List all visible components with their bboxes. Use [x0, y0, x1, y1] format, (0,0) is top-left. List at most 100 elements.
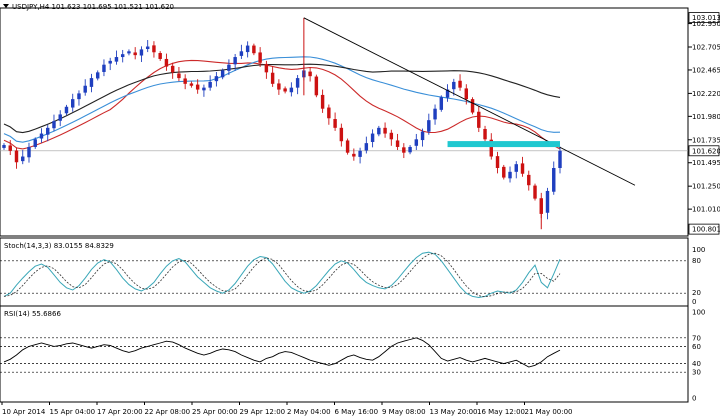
candle-body [8, 145, 12, 151]
candle-body [283, 88, 287, 92]
candle-body [127, 51, 131, 54]
candle-body [58, 114, 62, 121]
candle-body [433, 108, 437, 120]
stoch-axis-label: 0 [692, 298, 696, 306]
price-label: 101.620 [692, 147, 720, 155]
price-label: 102.465 [692, 66, 720, 74]
time-label: 6 May 16:00 [335, 408, 379, 416]
price-marker-box [688, 223, 720, 235]
candle-body [483, 128, 487, 140]
candle-body [145, 46, 150, 50]
candle-body [364, 143, 369, 151]
stoch-d-line [3, 252, 561, 298]
candle-body [214, 76, 219, 82]
moving-averages [3, 56, 561, 150]
candle-body [170, 65, 175, 73]
candle-body [339, 127, 344, 142]
stoch-axis-label: 80 [692, 257, 701, 265]
candle-body [264, 63, 269, 73]
candle-body [527, 174, 531, 186]
candle-body [377, 127, 381, 135]
price-label: 100.801 [692, 226, 720, 234]
price-label: 102.220 [692, 90, 720, 98]
candle-body [352, 153, 356, 157]
symbol-header: USDJPY,H4 101.623 101.695 101.521 101.62… [3, 3, 174, 11]
candle-body [95, 72, 100, 79]
candle-body [320, 94, 325, 109]
candle-body [152, 45, 156, 53]
drawing-objects [303, 17, 636, 186]
price-label: 102.950 [692, 20, 720, 28]
candle-body [545, 190, 550, 213]
rsi-axis-label: 70 [692, 334, 701, 342]
stoch-axis-label: 20 [692, 289, 701, 297]
moving-average-line [3, 56, 561, 143]
candle-body [208, 81, 212, 88]
candle-body [508, 171, 512, 179]
candle-body [27, 146, 31, 158]
candle-body [114, 57, 119, 62]
main-panel [0, 7, 689, 237]
candle-body [195, 84, 200, 90]
time-label: 17 Apr 20:00 [97, 408, 143, 416]
rsi-axis-label: 40 [692, 360, 701, 368]
candle-body [270, 72, 275, 84]
candle-body [277, 83, 281, 90]
candle-body [2, 145, 6, 148]
candle-body [139, 49, 144, 56]
candle-body [189, 83, 194, 86]
candle-body [452, 81, 456, 90]
candle-body [514, 164, 518, 172]
candle-body [520, 163, 525, 174]
support-band [447, 141, 560, 148]
candle-body [158, 53, 162, 59]
candlestick-series [2, 17, 562, 230]
time-label: 10 Apr 2014 [2, 408, 46, 416]
candle-body [414, 139, 419, 146]
candle-body [83, 85, 87, 93]
candle-body [345, 140, 350, 153]
price-marker-box [688, 145, 720, 157]
stoch-label: Stoch(14,3,3) 83.0155 84.8329 [4, 242, 114, 250]
candle-body [327, 107, 331, 119]
candle-body [64, 106, 69, 114]
candle-body [383, 127, 387, 134]
candle-body [177, 73, 181, 79]
candle-body [14, 150, 19, 163]
stoch-indicator: 100 80 200 [0, 246, 705, 306]
collapse-arrow-icon[interactable] [3, 4, 9, 8]
price-label: 101.495 [692, 159, 720, 167]
time-label: 21 May 00:00 [525, 408, 573, 416]
candle-body [445, 89, 450, 98]
candle-body [333, 119, 337, 128]
rsi-panel [0, 305, 689, 403]
candle-body [183, 78, 187, 84]
candle-body [133, 52, 137, 56]
candle-body [252, 45, 256, 54]
time-label: 29 Apr 12:00 [240, 408, 286, 416]
candle-body [164, 58, 169, 67]
price-label: 101.980 [692, 113, 720, 121]
time-label: 15 Apr 04:00 [50, 408, 96, 416]
candle-body [427, 120, 431, 132]
candle-body [33, 139, 37, 147]
price-label: 103.013 [692, 14, 720, 22]
symbol-info: USDJPY,H4 101.623 101.695 101.521 101.62… [12, 3, 174, 11]
time-label: 13 May 20:00 [430, 408, 478, 416]
candle-body [258, 52, 262, 63]
rsi-axis-label: 0 [692, 395, 696, 403]
candle-body [389, 132, 394, 140]
candle-body [402, 147, 406, 153]
candle-body [533, 185, 537, 199]
candle-body [233, 57, 237, 65]
time-axis: 10 Apr 2014 15 Apr 04:00 17 Apr 20:00 22 Ap… [1, 402, 573, 416]
candle-body [495, 156, 500, 168]
candle-body [308, 71, 312, 77]
candle-body [245, 45, 250, 53]
candle-body [52, 121, 56, 129]
time-label: 9 May 08:00 [382, 408, 426, 416]
stoch-k-line [3, 251, 561, 299]
